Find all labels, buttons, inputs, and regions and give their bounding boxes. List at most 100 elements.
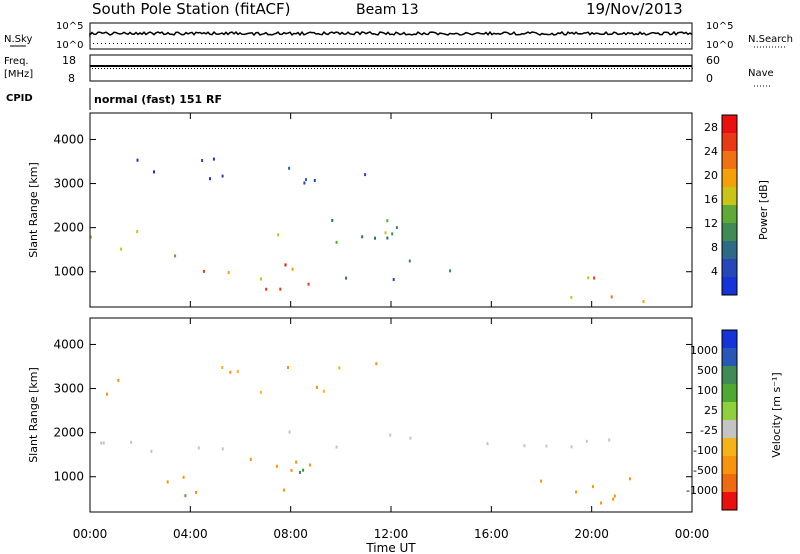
colorbar-swatch: [722, 241, 737, 259]
beam-label: Beam 13: [356, 2, 419, 18]
data-cell: [322, 389, 325, 393]
nsearch-dot: [241, 43, 242, 44]
nsearch-dot: [289, 43, 290, 44]
nsearch-dot: [429, 43, 430, 44]
power-colorbar-label: Power [dB]: [757, 180, 770, 240]
nsearch-dot: [97, 43, 98, 44]
data-cell: [130, 440, 133, 444]
nave-dot: [302, 68, 303, 69]
data-cell: [221, 366, 224, 369]
nsearch-dot: [353, 43, 354, 44]
nave-dot: [245, 68, 246, 69]
nsearch-dot: [629, 43, 630, 44]
nsearch-dot: [237, 43, 238, 44]
nave-dot: [236, 68, 237, 69]
data-cell: [486, 442, 489, 446]
data-cell: [305, 178, 307, 182]
nave-dot: [647, 68, 648, 69]
nsearch-dot: [305, 43, 306, 44]
nave-dot: [557, 68, 558, 69]
nave-dot: [659, 68, 660, 69]
nsearch-dot: [585, 43, 586, 44]
nave-dot: [140, 68, 141, 69]
nave-dot: [491, 68, 492, 69]
nave-dot: [371, 68, 372, 69]
nave-dot: [281, 68, 282, 69]
nsearch-dot: [613, 43, 614, 44]
data-cell: [540, 479, 543, 483]
nsearch-dot: [409, 43, 410, 44]
nave-dot: [344, 68, 345, 69]
nsearch-dot: [417, 43, 418, 44]
nsearch-dot: [597, 43, 598, 44]
nsearch-dot: [473, 43, 474, 44]
nave-dot: [608, 68, 609, 69]
data-cell: [212, 157, 215, 161]
nsearch-dot: [161, 43, 162, 44]
nsearch-dot: [529, 43, 530, 44]
colorbar-tick-label: 1000: [690, 344, 718, 357]
nave-dot: [668, 68, 669, 69]
nsearch-dot: [253, 43, 254, 44]
nsearch-dot: [517, 43, 518, 44]
colorbar-tick-label: 4: [711, 265, 718, 278]
data-cell: [364, 173, 367, 177]
data-cell: [307, 282, 310, 286]
data-cell: [593, 276, 596, 280]
nave-dot: [200, 68, 201, 69]
nsearch-dot: [93, 43, 94, 44]
nave-dot: [692, 68, 693, 69]
nsearch-dot: [437, 43, 438, 44]
colorbar-frame: [721, 329, 738, 511]
nsearch-dot: [157, 43, 158, 44]
nave-dot: [473, 68, 474, 69]
velocity-heatmap: [100, 362, 631, 505]
nave-dot: [440, 68, 441, 69]
data-cell: [345, 276, 348, 280]
data-cell: [100, 441, 103, 445]
nave-dot: [398, 68, 399, 69]
nsearch-dot: [349, 43, 350, 44]
nsearch-dot: [373, 43, 374, 44]
nave-dot: [287, 68, 288, 69]
nave-dot: [662, 68, 663, 69]
nsearch-dot: [513, 43, 514, 44]
nave-dot: [602, 68, 603, 69]
nave-dot: [113, 68, 114, 69]
nave-dot: [632, 68, 633, 69]
data-cell: [221, 174, 224, 178]
nave-dot: [611, 68, 612, 69]
nave-dot: [470, 68, 471, 69]
data-cell: [313, 179, 316, 182]
nave-dot: [539, 68, 540, 69]
nsearch-dot: [509, 43, 510, 44]
freq-tick-bottom: 8: [68, 72, 75, 85]
nsearch-dot: [309, 43, 310, 44]
nave-dot: [95, 68, 96, 69]
data-cell: [408, 259, 411, 263]
nsearch-dot: [537, 43, 538, 44]
x-tick-label: 04:00: [173, 527, 208, 541]
data-cell: [197, 446, 200, 450]
nsearch-dot: [577, 43, 578, 44]
nave-dot: [218, 68, 219, 69]
nave-dot: [158, 68, 159, 69]
nave-dot: [170, 68, 171, 69]
freq-unit-label: [MHz]: [4, 69, 33, 80]
nsearch-dot: [153, 43, 154, 44]
nave-dot: [653, 68, 654, 69]
colorbar-tick-label: -25: [700, 424, 718, 437]
freq-tick-top: 18: [62, 54, 76, 67]
data-cell: [338, 366, 341, 370]
freq-trace: [90, 65, 693, 69]
nave-dot: [482, 68, 483, 69]
data-cell: [308, 463, 311, 467]
nave-dot: [587, 68, 588, 69]
nsearch-dot: [357, 43, 358, 44]
nave-dot: [641, 68, 642, 69]
data-cell: [259, 390, 262, 394]
data-cell: [295, 460, 298, 464]
data-cell: [628, 477, 631, 481]
nsearch-dot: [421, 43, 422, 44]
nsearch-dot: [573, 43, 574, 44]
